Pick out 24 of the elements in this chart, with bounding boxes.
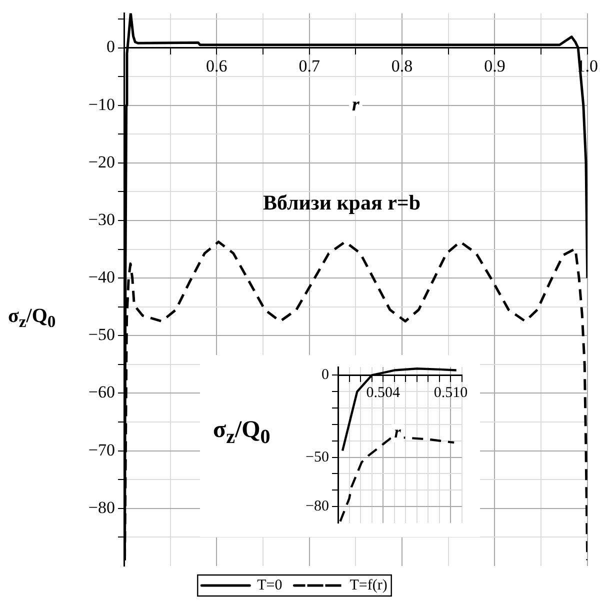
y-tick-label: −40 xyxy=(88,268,115,287)
y-axis-title: σ$_{z}$/Q$_{0}$ xyxy=(213,417,270,449)
legend-label: T=0 xyxy=(257,577,282,594)
x-tick-label: 0.504 xyxy=(366,385,400,402)
y-tick-label: −80 xyxy=(306,498,329,515)
x-tick-label: 0.8 xyxy=(391,56,413,76)
x-tick-label: 0.6 xyxy=(206,56,228,76)
y-tick-label: −80 xyxy=(88,498,115,517)
y-tick-label: −50 xyxy=(306,449,329,466)
y-tick-label: 0 xyxy=(322,367,329,384)
x-tick-label: 0.7 xyxy=(298,56,320,76)
annotation: Вблизи края r=b xyxy=(263,190,421,214)
x-tick-label: 0.9 xyxy=(484,56,506,76)
x-tick-label: 0.510 xyxy=(434,385,468,402)
y-tick-label: −50 xyxy=(88,325,115,344)
y-tick-label: 0 xyxy=(106,37,115,56)
y-tick-label: −70 xyxy=(88,440,115,460)
y-tick-label: −10 xyxy=(88,94,115,114)
legend-label: T=f(r) xyxy=(350,577,388,594)
y-tick-label: −60 xyxy=(88,382,115,402)
y-axis-title: σ$_{z}$/Q$_{0}$ xyxy=(8,305,56,332)
y-tick-label: −30 xyxy=(88,210,115,229)
x-axis-title: r xyxy=(352,94,360,116)
y-tick-label: −20 xyxy=(88,152,115,172)
